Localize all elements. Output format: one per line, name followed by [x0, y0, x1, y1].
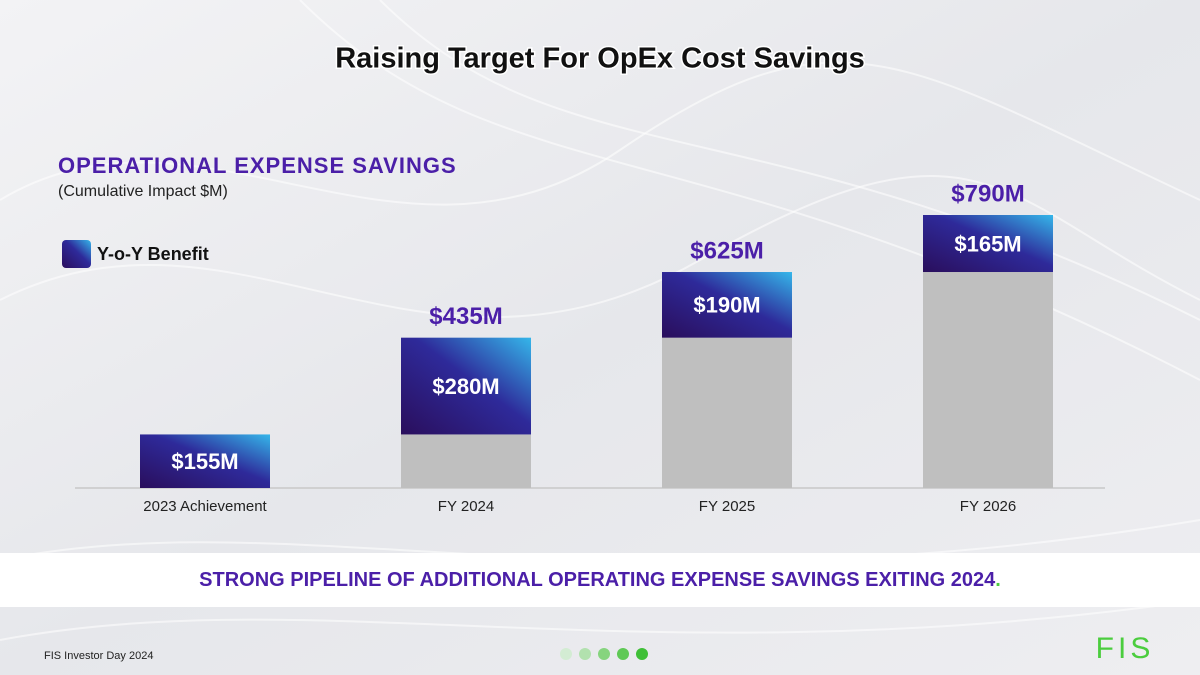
banner-text: STRONG PIPELINE OF ADDITIONAL OPERATING … [199, 569, 1001, 591]
chart-title: Raising Target For OpEx Cost Savings [335, 43, 865, 75]
legend-swatch [62, 240, 91, 268]
x-tick-label: FY 2026 [960, 498, 1016, 515]
bar-segment [923, 272, 1053, 488]
banner-punct: . [995, 569, 1001, 591]
x-tick-label: 2023 Achievement [143, 498, 267, 515]
value-label: $280M [432, 374, 499, 399]
total-label: $625M [690, 237, 763, 264]
bar-segment [401, 337, 531, 435]
logo: FIS [1096, 632, 1155, 665]
x-tick-label: FY 2025 [699, 498, 755, 515]
page-dots [560, 648, 648, 660]
bar-segment [140, 434, 270, 488]
x-tick-label: FY 2024 [438, 498, 494, 515]
banner-text: STRONG PIPELINE OF ADDITIONAL OPERATING … [199, 569, 996, 591]
banner-band [0, 553, 1200, 607]
value-label: $165M [954, 231, 1021, 256]
legend-label: Y-o-Y Benefit [97, 244, 209, 264]
bar-segment [401, 434, 531, 488]
value-label: $155M [171, 449, 238, 474]
bar-segment [662, 272, 792, 338]
chart-note: (Cumulative Impact $M) [58, 183, 228, 200]
bar-segment [923, 215, 1053, 273]
value-label: $190M [693, 293, 760, 318]
footer-text: FIS Investor Day 2024 [44, 650, 153, 662]
total-label: $435M [429, 303, 502, 330]
chart-subtitle: OPERATIONAL EXPENSE SAVINGS [58, 153, 457, 178]
bar-segment [662, 337, 792, 488]
total-label: $790M [951, 180, 1024, 207]
